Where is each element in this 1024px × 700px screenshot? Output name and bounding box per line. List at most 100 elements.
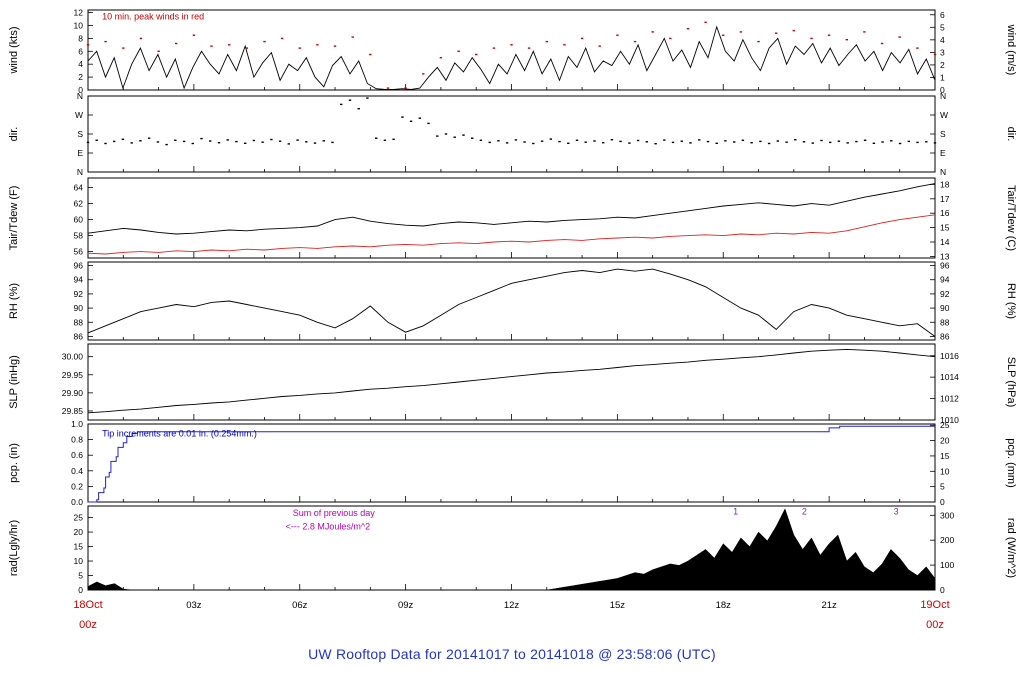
tick-label-left: 10 <box>74 20 84 30</box>
wind-direction-point <box>322 140 325 142</box>
tick-label-right: 15 <box>940 451 950 461</box>
axis-title-right: SLP (hPa) <box>1005 357 1017 408</box>
tick-label-right: 16 <box>940 208 950 218</box>
axis-title-left: pcp. (in) <box>8 443 20 483</box>
x-end-hour: 00z <box>926 619 944 631</box>
axis-title-right: pcp. (mm) <box>1005 438 1017 488</box>
tick-label-left: 8 <box>78 33 83 43</box>
tick-label-right: 5 <box>940 482 945 492</box>
tick-label-left: 92 <box>74 289 84 299</box>
tick-label-left: 1.0 <box>71 419 83 429</box>
peak-winds-point <box>686 28 690 30</box>
axis-title-right: wind (m/s) <box>1005 24 1017 76</box>
wind-direction-point <box>863 139 867 141</box>
peak-winds-point <box>510 44 513 46</box>
tick-label-left: 58 <box>74 231 84 241</box>
peak-winds-point <box>263 40 266 43</box>
tick-label-right: 20 <box>940 436 950 446</box>
tick-label-left: 5 <box>78 571 83 581</box>
tick-label-left: 29.85 <box>62 406 84 416</box>
wind-direction-point <box>139 140 142 142</box>
x-tick-label: 15z <box>610 600 626 611</box>
x-tick-label: 03z <box>186 600 202 611</box>
wind-direction-point <box>235 140 238 143</box>
wind-direction-point <box>278 140 282 142</box>
tick-label-right: E <box>940 148 946 158</box>
x-tick-label: 21z <box>821 600 837 611</box>
wind-direction-point <box>855 140 858 143</box>
wind-direction-point <box>165 143 168 146</box>
wind-direction-point <box>610 139 614 141</box>
axis-title-left: RH (%) <box>8 283 20 319</box>
peak-winds-point <box>457 50 460 52</box>
axis-title-right: rad (W/m^2) <box>1005 518 1017 578</box>
peak-winds-point <box>139 37 143 40</box>
peak-winds-point <box>616 34 619 36</box>
peak-winds-point <box>422 73 425 75</box>
wind-direction-point <box>453 136 456 138</box>
wind-direction-point <box>156 141 160 143</box>
wind-direction-point <box>209 140 212 142</box>
panel-rh-border <box>87 261 936 341</box>
peak-winds-point <box>157 50 160 52</box>
tick-label-right: 86 <box>940 331 950 341</box>
tick-label-left: 30.00 <box>62 352 84 362</box>
panel-temp: 56 58 60 62 64 13 14 15 16 17 18 Tair/Tdew (F) Tair/… <box>8 177 1017 261</box>
peak-winds-point <box>386 87 390 89</box>
wind-direction-point <box>479 139 483 141</box>
tick-label-left: 4 <box>78 59 83 69</box>
wind-direction-point <box>593 140 596 142</box>
peak-winds-point <box>228 44 231 46</box>
axis-title-left: wind (kts) <box>8 26 20 74</box>
tick-label-left: 0 <box>78 585 83 595</box>
wind-direction-point <box>916 141 919 144</box>
annotation: <--- 2.8 MJoules/m^2 <box>286 522 371 532</box>
wind-direction-point <box>313 142 317 144</box>
tick-label-right: 1016 <box>940 351 959 361</box>
peak-winds-point <box>175 42 178 45</box>
wind-direction-point <box>121 138 125 140</box>
wind-direction-point <box>488 141 491 144</box>
tdew <box>87 214 936 255</box>
tair <box>87 183 936 235</box>
tick-label-left: 0.4 <box>71 466 83 476</box>
tick-label-left: 12 <box>74 8 84 18</box>
wind-direction-point <box>497 140 500 142</box>
tick-label-left: 56 <box>74 247 84 257</box>
wind-direction-point <box>811 142 814 144</box>
wind-direction-point <box>802 141 806 143</box>
wind-direction-point <box>436 135 439 137</box>
wind-direction-point <box>925 141 928 143</box>
sea-level-pressure <box>87 348 936 414</box>
wind-direction-point <box>104 142 107 145</box>
tick-label-left: 0 <box>78 85 83 95</box>
wind-direction-point <box>95 139 98 141</box>
tick-label-left: E <box>77 148 83 158</box>
tick-label-right: 25 <box>940 420 950 430</box>
peak-winds-point <box>880 42 884 45</box>
wind-direction-point <box>471 137 474 139</box>
wind-direction-point <box>357 108 360 110</box>
solar-rad <box>87 508 936 591</box>
wind-direction-point <box>881 141 884 143</box>
peak-winds-point <box>298 47 301 49</box>
peak-winds-point <box>739 31 743 33</box>
wind-direction-point <box>680 140 683 142</box>
tick-label-right: W <box>940 110 948 120</box>
wind-direction-point <box>558 140 561 143</box>
panel-rad: 0 5 10 15 20 25 0 100 200 300 rad(Lgly/hr) rad (W/m… <box>8 505 1017 595</box>
wind-direction-point <box>348 99 352 101</box>
peak-winds-point <box>598 45 601 47</box>
wind-direction-point <box>689 142 692 144</box>
axis-title-right: RH (%) <box>1005 283 1017 319</box>
wind-direction-point <box>375 137 378 139</box>
tick-label-right: 17 <box>940 194 950 204</box>
tick-label-right: 15 <box>940 223 950 233</box>
wind-direction-point <box>217 142 221 144</box>
peak-winds-point <box>580 37 584 40</box>
wind-direction-point <box>174 139 177 141</box>
axis-title-right: Tair/Tdew (C) <box>1005 185 1017 251</box>
wind-direction-point <box>636 139 640 142</box>
tick-label-right: 1014 <box>940 372 959 382</box>
